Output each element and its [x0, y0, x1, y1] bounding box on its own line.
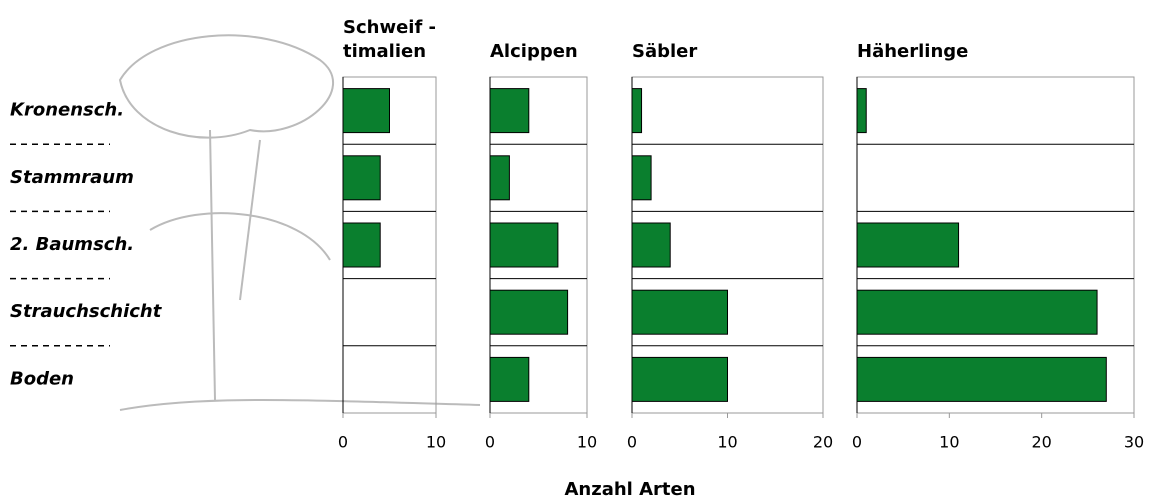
category-label: Boden: [10, 368, 74, 389]
bar: [856, 356, 1107, 402]
x-tick-label: 10: [717, 433, 737, 452]
x-tick-label: 0: [852, 433, 862, 452]
panel-title: Alcippen: [490, 41, 578, 62]
bar: [856, 289, 1098, 335]
bar: [489, 222, 559, 268]
x-tick-label: 20: [1031, 433, 1051, 452]
tree-illustration: [118, 34, 481, 411]
x-tick-label: 10: [939, 433, 959, 452]
category-label: Strauchschicht: [10, 301, 163, 322]
x-tick-label: 10: [577, 433, 597, 452]
bar: [489, 356, 530, 402]
bar: [342, 155, 381, 201]
bar: [342, 88, 390, 134]
bar: [856, 88, 867, 134]
x-tick-label: 0: [627, 433, 637, 452]
category-label: 2. Baumsch.: [10, 234, 134, 255]
bar: [631, 222, 671, 268]
bar: [631, 356, 728, 402]
category-label: Stammraum: [10, 167, 134, 188]
bar: [856, 222, 960, 268]
bar: [489, 88, 530, 134]
category-label: Kronensch.: [10, 100, 124, 121]
x-axis-label: Anzahl Arten: [564, 479, 695, 500]
panel-title: Säbler: [632, 41, 697, 62]
x-tick-label: 0: [485, 433, 495, 452]
panel-title: Schweif -: [343, 17, 436, 38]
bar: [489, 155, 510, 201]
x-tick-label: 10: [426, 433, 446, 452]
x-tick-label: 0: [338, 433, 348, 452]
bar: [631, 155, 652, 201]
bar: [342, 222, 381, 268]
x-tick-label: 30: [1124, 433, 1144, 452]
bar: [631, 88, 643, 134]
bar: [631, 289, 728, 335]
panel-title: timalien: [343, 41, 426, 62]
x-tick-label: 20: [813, 433, 833, 452]
bar: [489, 289, 569, 335]
panel-title: Häherlinge: [857, 41, 968, 62]
